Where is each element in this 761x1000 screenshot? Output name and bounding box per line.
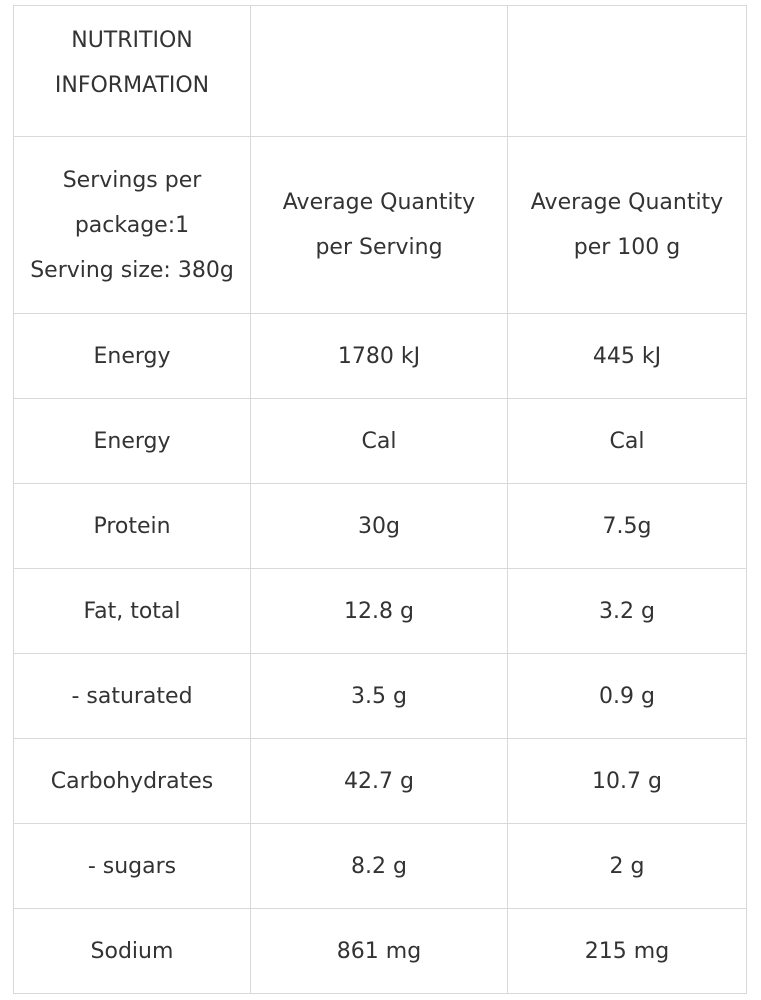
- nutrient-name: Carbohydrates: [13, 738, 251, 824]
- per-serving-value: 42.7 g: [250, 738, 508, 824]
- empty-cell: [250, 5, 508, 137]
- table-row: - sugars 8.2 g 2 g: [13, 823, 747, 909]
- nutrition-table: NUTRITION INFORMATION Servings per packa…: [13, 5, 747, 994]
- header-line: Average Quantity: [282, 190, 476, 215]
- per-100g-value: Cal: [507, 398, 747, 484]
- table-title: NUTRITION INFORMATION: [13, 5, 251, 137]
- table-row: Sodium 861 mg 215 mg: [13, 908, 747, 994]
- serving-info-cell: Servings per package:1 Serving size: 380…: [13, 136, 251, 314]
- per-serving-value: 8.2 g: [250, 823, 508, 909]
- per-serving-header: Average Quantity per Serving: [250, 136, 508, 314]
- per-100g-value: 215 mg: [507, 908, 747, 994]
- table-row: Energy Cal Cal: [13, 398, 747, 484]
- header-line: per 100 g: [573, 235, 681, 260]
- per-serving-value: 3.5 g: [250, 653, 508, 739]
- table-row: - saturated 3.5 g 0.9 g: [13, 653, 747, 739]
- header-row: Servings per package:1 Serving size: 380…: [13, 136, 747, 314]
- per-serving-value: 30g: [250, 483, 508, 569]
- per-serving-value: 12.8 g: [250, 568, 508, 654]
- nutrient-name: Protein: [13, 483, 251, 569]
- nutrient-name: - saturated: [13, 653, 251, 739]
- title-line: INFORMATION: [54, 73, 210, 98]
- nutrient-name: Energy: [13, 313, 251, 399]
- header-line: per Serving: [315, 235, 443, 260]
- table-row: Energy 1780 kJ 445 kJ: [13, 313, 747, 399]
- title-row: NUTRITION INFORMATION: [13, 5, 747, 137]
- header-line: Average Quantity: [530, 190, 724, 215]
- nutrient-name: Sodium: [13, 908, 251, 994]
- table-row: Fat, total 12.8 g 3.2 g: [13, 568, 747, 654]
- per-serving-value: 1780 kJ: [250, 313, 508, 399]
- per-100g-value: 445 kJ: [507, 313, 747, 399]
- serving-line: Serving size: 380g: [30, 257, 234, 283]
- nutrient-name: - sugars: [13, 823, 251, 909]
- per-100g-value: 0.9 g: [507, 653, 747, 739]
- per-100g-header: Average Quantity per 100 g: [507, 136, 747, 314]
- nutrient-name: Fat, total: [13, 568, 251, 654]
- nutrient-name: Energy: [13, 398, 251, 484]
- serving-line: package:1: [74, 212, 190, 238]
- serving-line: Servings per: [62, 167, 202, 193]
- per-serving-value: 861 mg: [250, 908, 508, 994]
- per-100g-value: 10.7 g: [507, 738, 747, 824]
- empty-cell: [507, 5, 747, 137]
- per-100g-value: 2 g: [507, 823, 747, 909]
- table-row: Carbohydrates 42.7 g 10.7 g: [13, 738, 747, 824]
- title-line: NUTRITION: [71, 28, 193, 53]
- per-100g-value: 7.5g: [507, 483, 747, 569]
- per-serving-value: Cal: [250, 398, 508, 484]
- table-row: Protein 30g 7.5g: [13, 483, 747, 569]
- per-100g-value: 3.2 g: [507, 568, 747, 654]
